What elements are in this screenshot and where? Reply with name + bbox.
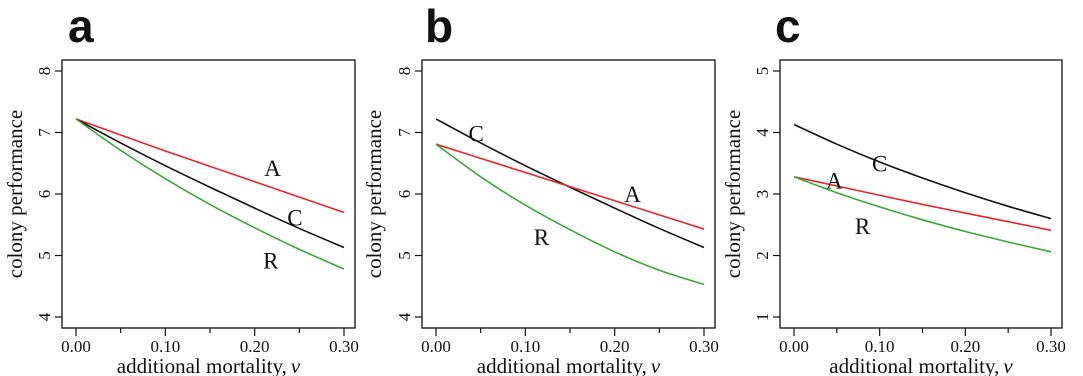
y-tick-label: 3 <box>753 190 772 199</box>
x-axis-title: additional mortality, ν <box>477 354 661 376</box>
x-tick-label: 0.10 <box>150 337 180 356</box>
x-tick-label: 0.20 <box>240 337 270 356</box>
series-line-A <box>793 175 1052 232</box>
x-axis-title-text: additional mortality, <box>829 354 999 376</box>
x-tick-label: 0.30 <box>689 337 719 356</box>
x-tick-label: 0.20 <box>600 337 630 356</box>
panel-letter: c <box>775 0 801 52</box>
y-tick-label: 7 <box>35 128 54 137</box>
series-label-C: C <box>872 151 887 176</box>
y-tick-label: 4 <box>753 128 772 137</box>
panel-letter: a <box>68 0 94 52</box>
x-tick-label: 0.10 <box>865 337 895 356</box>
y-tick-label: 5 <box>395 251 414 260</box>
chart-panel-c: c 1 2 3 4 5 0.00 0.10 0.20 0.30 additional mortali… <box>721 0 1066 376</box>
series-label-R: R <box>263 248 279 273</box>
x-tick-label: 0.30 <box>1036 337 1066 356</box>
chart-panel-b: b 4 5 6 7 8 0.00 0.10 0.20 0.30 additional mortali… <box>362 0 719 376</box>
x-tick-label: 0.00 <box>421 337 451 356</box>
series-label-A: A <box>624 182 641 207</box>
y-tick-label: 6 <box>395 190 414 199</box>
plot-frame <box>61 59 356 329</box>
series-line-A <box>75 118 345 214</box>
series-line-R <box>75 118 345 270</box>
x-tick-label: 0.20 <box>950 337 980 356</box>
x-tick-label: 0.00 <box>779 337 809 356</box>
y-tick-label: 5 <box>753 67 772 76</box>
chart-panel-a: a 4 5 6 7 8 0.00 0.10 0.20 0.30 additional mortali… <box>3 0 359 376</box>
x-axis-symbol: ν <box>651 354 661 376</box>
series-line-C <box>75 118 345 249</box>
x-axis-symbol: ν <box>291 354 301 376</box>
y-axis-title: colony performance <box>362 110 386 279</box>
x-tick-label: 0.30 <box>329 337 359 356</box>
series-label-C: C <box>469 122 484 147</box>
y-axis-title: colony performance <box>3 110 27 279</box>
x-axis-title: additional mortality, ν <box>117 354 301 376</box>
panel-letter: b <box>425 0 453 52</box>
y-tick-label: 6 <box>35 190 54 199</box>
y-tick-label: 2 <box>753 251 772 260</box>
series-line-R <box>435 143 705 286</box>
series-label-R: R <box>534 225 550 250</box>
y-tick-label: 8 <box>395 67 414 76</box>
plot-frame <box>421 59 716 329</box>
y-tick-label: 4 <box>395 312 414 321</box>
y-tick-label: 1 <box>753 313 772 322</box>
y-tick-label: 7 <box>395 128 414 137</box>
series-label-R: R <box>855 214 871 239</box>
plot-frame <box>779 59 1063 329</box>
series-label-C: C <box>287 205 302 230</box>
y-axis-title: colony performance <box>721 110 745 279</box>
y-tick-label: 8 <box>35 67 54 76</box>
series-line-R <box>793 176 1052 253</box>
x-axis-title-text: additional mortality, <box>477 354 647 376</box>
x-tick-label: 0.10 <box>510 337 540 356</box>
series-label-A: A <box>826 168 843 193</box>
x-axis-symbol: ν <box>1003 354 1013 376</box>
series-line-C <box>793 123 1052 220</box>
series-line-A <box>435 143 705 230</box>
y-tick-label: 5 <box>35 251 54 260</box>
series-label-A: A <box>264 156 281 181</box>
x-tick-label: 0.00 <box>61 337 91 356</box>
y-tick-label: 4 <box>35 312 54 321</box>
x-axis-title: additional mortality, ν <box>829 354 1013 376</box>
x-axis-title-text: additional mortality, <box>117 354 287 376</box>
